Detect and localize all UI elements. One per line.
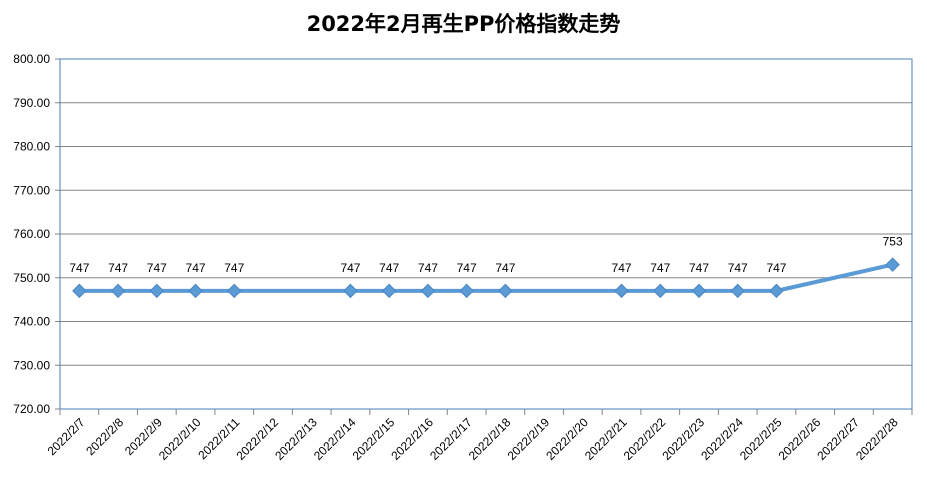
data-point (227, 283, 242, 299)
data-point (149, 283, 165, 299)
data-label: 747 (457, 261, 477, 275)
data-point (343, 283, 358, 299)
data-label: 747 (224, 261, 244, 275)
x-tick-label: 2022/2/28 (853, 415, 901, 463)
x-tick-label: 2022/2/7 (45, 415, 88, 458)
data-point (420, 283, 436, 299)
series-line (77, 262, 895, 293)
data-label: 747 (340, 261, 360, 275)
data-label: 747 (766, 261, 786, 275)
data-point (653, 283, 668, 299)
y-tick-label: 790.00 (13, 96, 50, 110)
y-tick-label: 740.00 (13, 315, 50, 329)
data-point (769, 283, 784, 299)
data-label: 747 (689, 261, 709, 275)
data-label: 747 (650, 261, 670, 275)
y-tick-label: 770.00 (13, 183, 50, 197)
data-point (459, 283, 474, 299)
y-tick-label: 750.00 (13, 271, 50, 285)
x-tick-label: 2022/2/10 (156, 415, 204, 463)
data-point (72, 283, 87, 299)
data-label: 747 (147, 261, 167, 275)
data-point (110, 283, 126, 299)
data-label: 747 (612, 261, 632, 275)
data-point (885, 257, 900, 272)
y-tick-label: 780.00 (13, 140, 50, 154)
data-label: 747 (69, 261, 89, 275)
data-label: 747 (728, 261, 748, 275)
data-point (614, 283, 629, 299)
x-tick-label: 2022/2/8 (83, 415, 126, 458)
data-label: 747 (379, 261, 399, 275)
data-point (730, 283, 745, 299)
data-point (381, 283, 397, 299)
data-label: 747 (418, 261, 438, 275)
data-point (188, 283, 203, 299)
data-label: 747 (186, 261, 206, 275)
data-label: 747 (495, 261, 515, 275)
data-label: 753 (883, 235, 903, 249)
data-point (498, 283, 513, 299)
data-point (691, 283, 707, 299)
y-tick-label: 760.00 (13, 227, 50, 241)
data-label: 747 (108, 261, 128, 275)
y-tick-label: 720.00 (13, 402, 50, 416)
chart-title: 2022年2月再生PP价格指数走势 (306, 12, 621, 36)
y-tick-label: 730.00 (13, 358, 50, 372)
y-tick-label: 800.00 (13, 52, 50, 66)
